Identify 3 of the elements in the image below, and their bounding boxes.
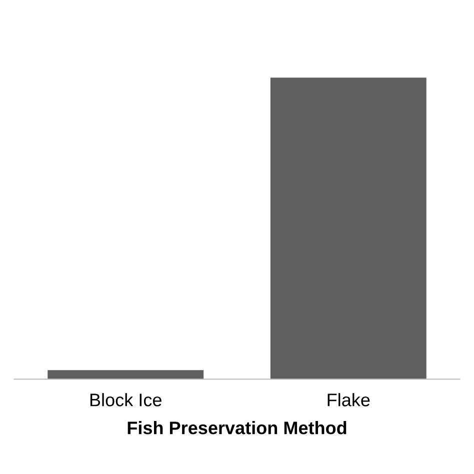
x-tick-label: Block Ice (90, 393, 162, 406)
x-axis-title: Fish Preservation Method (128, 421, 346, 434)
x-tick-label: Flake (328, 393, 370, 406)
